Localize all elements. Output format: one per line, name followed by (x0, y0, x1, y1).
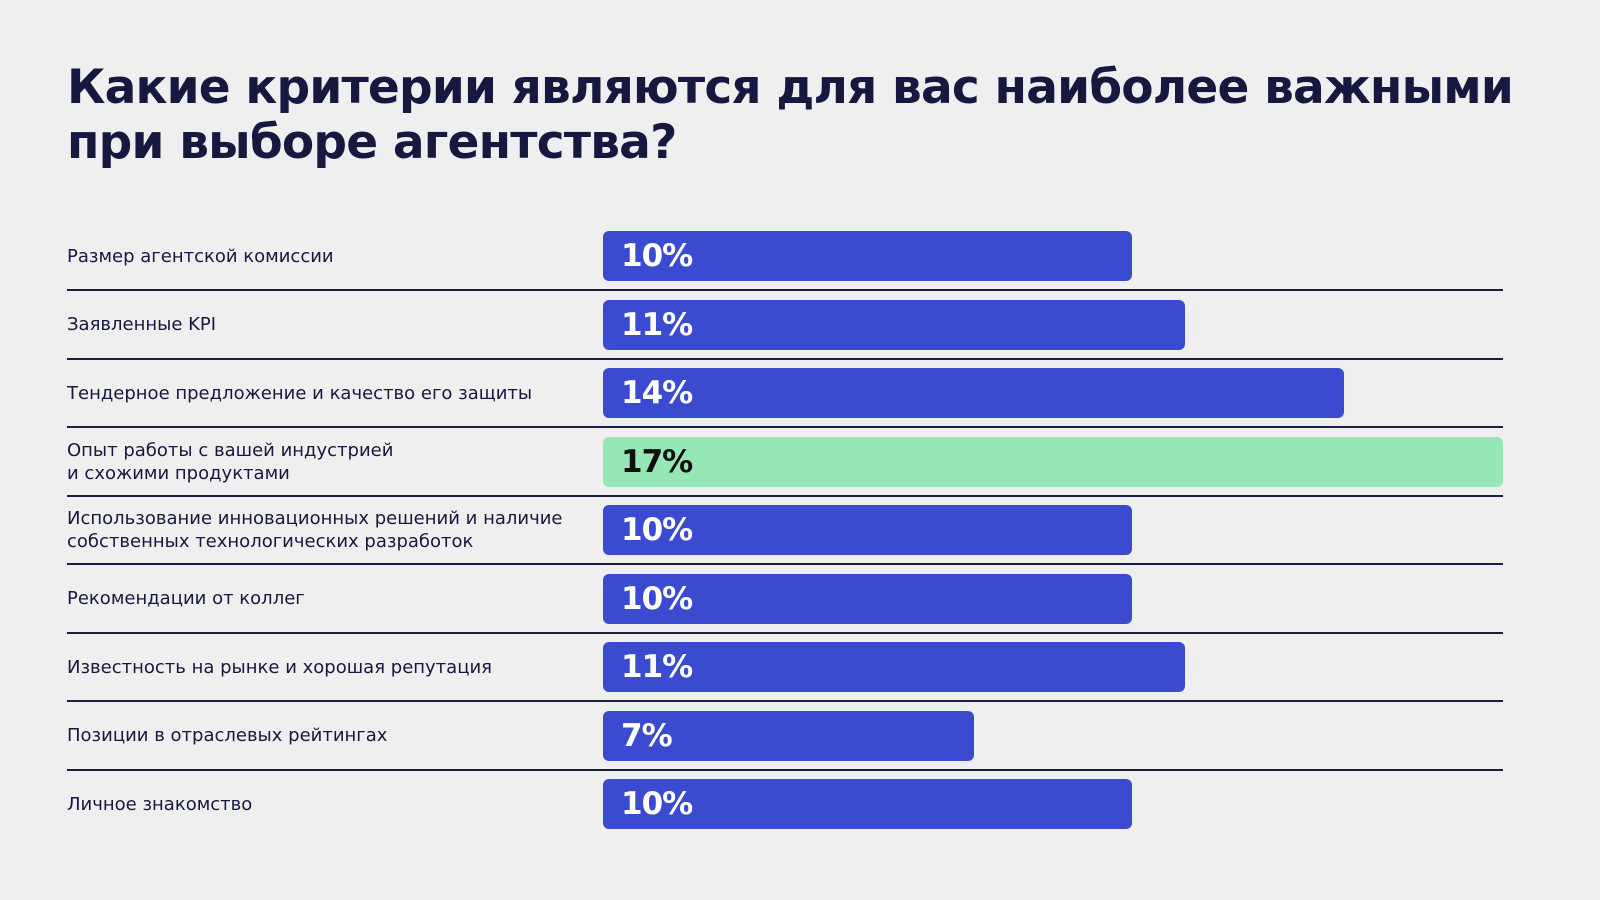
row-divider (67, 700, 1503, 702)
bar: 11% (603, 642, 1186, 692)
bar-value-label: 10% (621, 512, 693, 548)
bar-value-label: 11% (621, 649, 693, 685)
chart-title: Какие критерии являются для вас наиболее… (67, 60, 1514, 170)
bar-value-label: 10% (621, 580, 693, 617)
bar: 11% (603, 299, 1186, 350)
row-divider (67, 289, 1503, 291)
bar-value-label: 7% (621, 717, 673, 754)
bar: 14% (603, 368, 1345, 418)
bar-value-label: 11% (621, 306, 693, 343)
row-divider (67, 768, 1503, 771)
bar-value-label: 14% (621, 375, 693, 411)
bar: 10% (603, 505, 1133, 555)
bar-value-label: 10% (621, 238, 693, 274)
bar-value-label: 17% (621, 443, 693, 480)
category-label: Позиции в отраслевых рейтингах (67, 725, 388, 746)
bar: 10% (603, 573, 1133, 624)
category-label: Использование инновационных решений и на… (67, 508, 563, 552)
bar: 17% (603, 436, 1503, 487)
category-label: Опыт работы с вашей индустрией и схожими… (67, 439, 394, 484)
category-label: Тендерное предложение и качество его защ… (67, 382, 533, 404)
category-label: Размер агентской комиссии (67, 245, 334, 267)
category-label: Заявленные KPI (67, 314, 217, 335)
row-divider (67, 563, 1503, 565)
bar: 7% (603, 710, 974, 761)
row-divider (67, 494, 1503, 497)
category-label: Известность на рынке и хорошая репутация (67, 656, 492, 678)
row-divider (67, 426, 1503, 428)
bar: 10% (603, 231, 1133, 281)
bar: 10% (603, 779, 1133, 829)
category-label: Рекомендации от коллег (67, 588, 305, 609)
row-divider (67, 357, 1503, 360)
row-divider (67, 631, 1503, 634)
category-label: Личное знакомство (67, 793, 253, 815)
bar-value-label: 10% (621, 786, 693, 822)
